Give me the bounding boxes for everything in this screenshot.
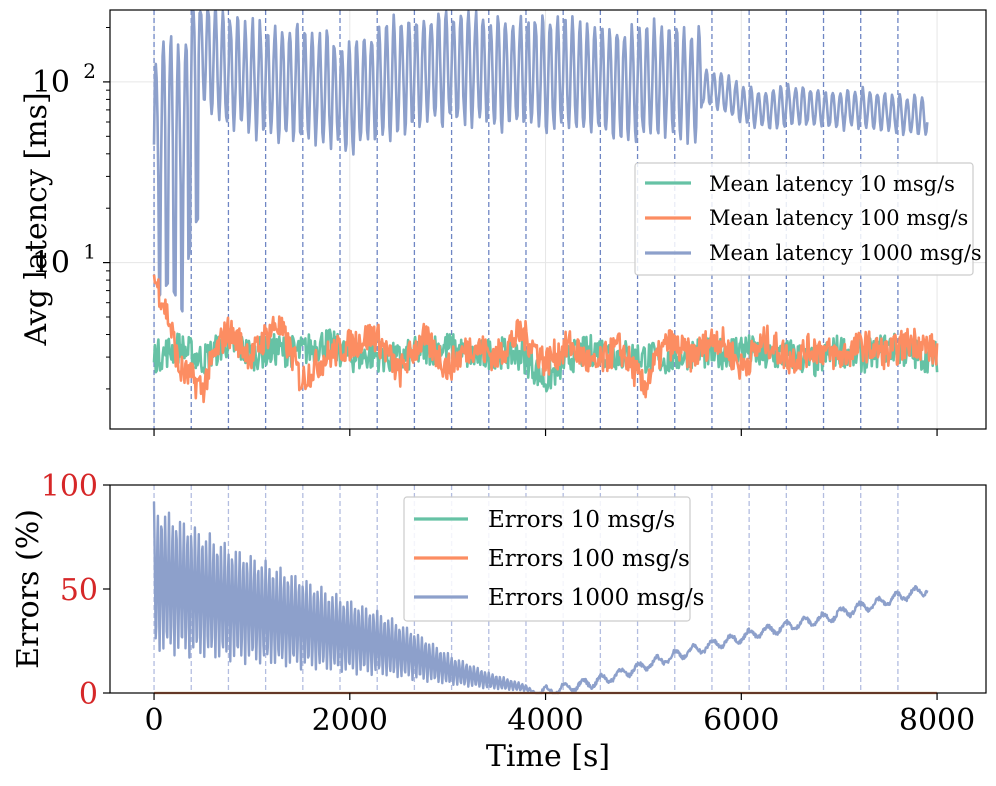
errors-y-axis-label: Errors (%) [11,509,46,669]
x-axis-label: Time [s] [486,739,610,774]
legend-label-100: Mean latency 100 msg/s [709,206,968,230]
latency-series-line-1 [152,274,939,404]
errors-legend-label-100: Errors 100 msg/s [488,546,690,572]
legend-label-1000: Mean latency 1000 msg/s [709,241,982,265]
latency-series [152,10,939,404]
errors-xtick-label-4: 8000 [899,703,975,738]
errors-legend: Errors 10 msg/s Errors 100 msg/s Errors … [403,496,704,622]
errors-y-ticks: 0 50 100 [41,469,110,712]
latency-plot-frame [109,9,987,430]
latency-ytick-exp-0: 1 [83,240,96,264]
errors-x-ticks: 0 2000 4000 6000 8000 [144,693,975,738]
errors-xtick-label-1: 2000 [312,703,388,738]
latency-x-ticks [153,429,938,436]
errors-legend-label-10: Errors 10 msg/s [488,507,675,533]
errors-ytick-label-0: 0 [79,677,98,712]
errors-panel: 0 50 100 0 2000 4000 6000 8000 Errors (%) Time… [11,469,987,774]
latency-ytick-exp-1: 2 [83,59,96,83]
errors-xtick-label-2: 4000 [507,703,583,738]
latency-ytick-label-0: 10 [32,246,70,281]
errors-ytick-label-1: 50 [60,573,98,608]
latency-legend-box [634,162,974,276]
latency-legend: Mean latency 10 msg/s Mean latency 100 m… [634,162,982,276]
latency-y-axis-label: Avg latency [ms] [19,92,54,346]
errors-xtick-label-3: 6000 [703,703,779,738]
errors-legend-box [403,496,691,622]
legend-label-10: Mean latency 10 msg/s [709,172,955,196]
errors-ytick-label-2: 100 [41,469,98,504]
latency-ytick-label-1: 10 [32,65,70,100]
errors-xtick-label-0: 0 [144,703,163,738]
latency-y-ticks: 10 1 10 2 [32,27,110,390]
latency-series-line-2 [152,10,929,313]
latency-panel: 10 1 10 2 Avg latency [ms] Mean latency 10 … [19,9,987,436]
errors-legend-label-1000: Errors 1000 msg/s [488,585,704,611]
